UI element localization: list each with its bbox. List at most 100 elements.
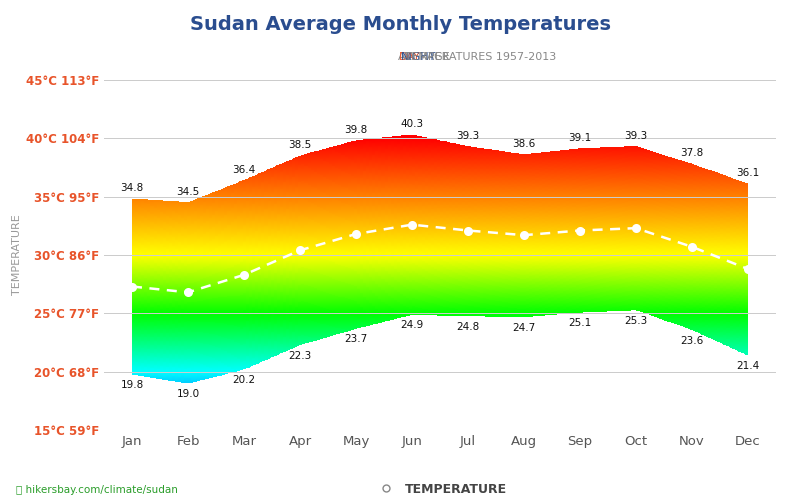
Polygon shape — [742, 188, 745, 189]
Polygon shape — [378, 225, 382, 226]
Polygon shape — [366, 288, 369, 290]
Polygon shape — [646, 291, 650, 292]
Polygon shape — [354, 196, 357, 198]
Polygon shape — [350, 183, 354, 184]
Polygon shape — [428, 261, 430, 262]
Polygon shape — [526, 272, 530, 274]
Polygon shape — [203, 327, 206, 328]
Polygon shape — [495, 155, 498, 156]
Polygon shape — [437, 279, 440, 280]
Polygon shape — [144, 240, 147, 242]
Polygon shape — [425, 240, 428, 242]
Polygon shape — [603, 296, 606, 298]
Polygon shape — [197, 233, 200, 234]
Polygon shape — [298, 162, 302, 164]
Polygon shape — [566, 240, 570, 242]
Polygon shape — [332, 322, 335, 323]
Polygon shape — [142, 202, 144, 203]
Polygon shape — [514, 293, 517, 294]
Polygon shape — [511, 180, 514, 181]
Polygon shape — [723, 256, 726, 257]
Polygon shape — [656, 296, 658, 297]
Polygon shape — [345, 245, 348, 246]
Polygon shape — [656, 277, 658, 278]
Polygon shape — [345, 147, 348, 148]
Polygon shape — [714, 200, 717, 201]
Polygon shape — [178, 324, 182, 326]
Polygon shape — [640, 303, 643, 304]
Polygon shape — [305, 311, 307, 312]
Polygon shape — [249, 356, 252, 357]
Polygon shape — [280, 199, 283, 200]
Polygon shape — [538, 195, 542, 196]
Polygon shape — [147, 262, 150, 263]
Polygon shape — [594, 256, 597, 257]
Polygon shape — [698, 257, 702, 258]
Polygon shape — [736, 279, 738, 280]
Polygon shape — [551, 282, 554, 284]
Polygon shape — [178, 366, 182, 368]
Polygon shape — [637, 265, 640, 266]
Polygon shape — [658, 302, 662, 303]
Polygon shape — [486, 246, 490, 247]
Polygon shape — [730, 273, 733, 274]
Polygon shape — [517, 190, 520, 192]
Polygon shape — [557, 257, 560, 258]
Polygon shape — [218, 263, 222, 264]
Polygon shape — [723, 315, 726, 316]
Polygon shape — [610, 152, 613, 154]
Polygon shape — [545, 262, 548, 263]
Polygon shape — [554, 182, 557, 183]
Polygon shape — [215, 265, 218, 266]
Polygon shape — [634, 293, 637, 294]
Polygon shape — [545, 224, 548, 226]
Polygon shape — [511, 165, 514, 166]
Polygon shape — [437, 198, 440, 199]
Polygon shape — [403, 148, 406, 149]
Polygon shape — [452, 152, 455, 153]
Polygon shape — [175, 296, 178, 297]
Polygon shape — [385, 212, 388, 214]
Polygon shape — [538, 243, 542, 244]
Polygon shape — [302, 336, 305, 338]
Polygon shape — [548, 310, 551, 312]
Polygon shape — [656, 167, 658, 168]
Polygon shape — [517, 248, 520, 249]
Polygon shape — [437, 236, 440, 238]
Polygon shape — [372, 158, 375, 159]
Polygon shape — [434, 181, 437, 182]
Polygon shape — [551, 186, 554, 188]
Polygon shape — [147, 229, 150, 230]
Polygon shape — [283, 310, 286, 311]
Polygon shape — [470, 176, 474, 178]
Polygon shape — [255, 359, 258, 360]
Polygon shape — [430, 233, 434, 234]
Polygon shape — [222, 223, 224, 224]
Polygon shape — [563, 173, 566, 174]
Polygon shape — [190, 294, 194, 295]
Polygon shape — [310, 170, 314, 172]
Polygon shape — [446, 195, 450, 196]
Polygon shape — [622, 242, 625, 244]
Polygon shape — [603, 188, 606, 190]
Polygon shape — [508, 173, 511, 174]
Polygon shape — [745, 312, 748, 314]
Polygon shape — [683, 246, 686, 247]
Polygon shape — [505, 248, 508, 249]
Polygon shape — [338, 147, 342, 148]
Polygon shape — [498, 303, 502, 304]
Polygon shape — [190, 262, 194, 264]
Polygon shape — [338, 320, 342, 321]
Polygon shape — [465, 285, 468, 286]
Polygon shape — [440, 187, 443, 188]
Polygon shape — [227, 244, 230, 245]
Polygon shape — [360, 154, 363, 155]
Polygon shape — [615, 197, 618, 198]
Polygon shape — [375, 156, 378, 157]
Polygon shape — [317, 217, 320, 218]
Polygon shape — [218, 334, 222, 336]
Polygon shape — [222, 336, 224, 338]
Polygon shape — [477, 244, 480, 246]
Polygon shape — [575, 232, 578, 233]
Polygon shape — [434, 151, 437, 152]
